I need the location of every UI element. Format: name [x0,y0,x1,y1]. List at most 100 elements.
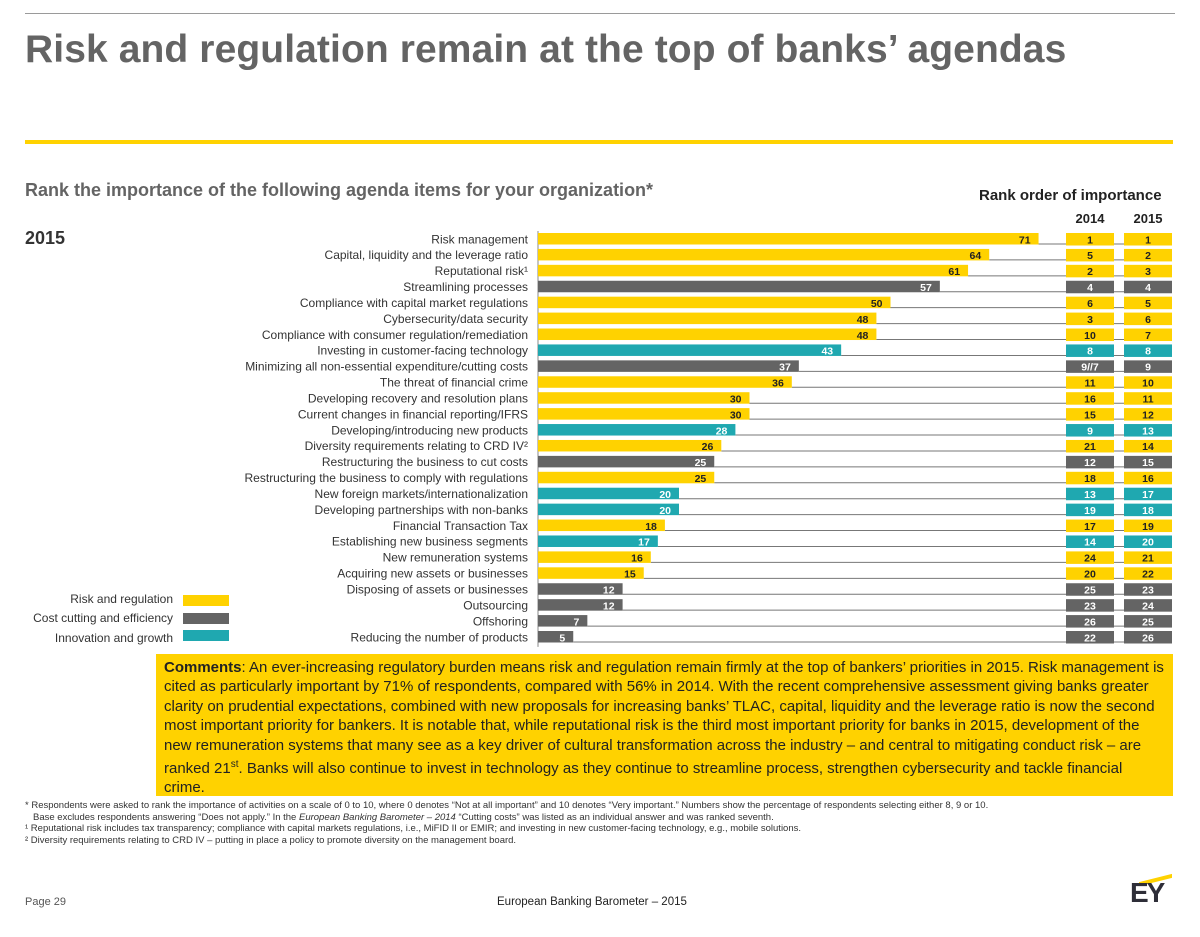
rank-2015: 15 [1142,457,1154,469]
rank-cell-2015 [1124,248,1172,262]
legend-swatch-innovation [183,630,229,641]
category-label: Financial Transaction Tax [393,519,528,533]
bar [538,424,736,436]
comments-superscript: st [230,759,239,771]
rank-cell-2014 [1066,551,1114,564]
rank-header-2015: 2015 [1133,211,1163,226]
rank-cell-2014 [1066,503,1114,517]
rank-cell-2014 [1066,312,1114,326]
bar [538,631,574,643]
rank-cell-2015 [1124,471,1172,485]
data-label: 26 [702,441,714,453]
rank-cell-2014 [1066,455,1114,469]
footnote-2-italic: European Banking Barometer – 2014 [298,811,456,823]
rank-cell-2015 [1124,328,1172,342]
rank-2014: 19 [1084,505,1096,517]
legend-label-risk: Risk and regulation [70,592,173,606]
bar [538,312,877,325]
rank-2015: 7 [1145,330,1151,342]
rank-cell-2015 [1124,535,1172,548]
data-label: 64 [970,250,982,262]
rank-cell-2015 [1124,360,1172,373]
bar [538,248,990,261]
category-label: Diversity requirements relating to CRD I… [305,439,528,453]
rank-cell-2015 [1124,583,1172,596]
data-label: 25 [695,473,707,485]
rank-2015: 21 [1142,553,1154,565]
page-title: Risk and regulation remain at the top of… [25,28,1067,71]
comments-text: : An ever-increasing regulatory burden m… [164,659,1164,778]
rank-2015: 12 [1142,409,1154,421]
data-label: 25 [695,457,707,469]
rank-2015: 2 [1145,250,1151,262]
data-label: 12 [603,584,615,596]
rank-2015: 16 [1142,473,1154,485]
category-label: Compliance with capital market regulatio… [300,296,528,310]
rank-2015: 22 [1142,569,1154,581]
data-label: 71 [1019,234,1031,246]
data-label: 36 [772,378,784,390]
category-label: Restructuring the business to comply wit… [245,471,528,485]
data-label: 28 [716,425,728,437]
rank-cell-2014 [1066,296,1114,310]
bar [538,296,891,309]
rank-2014: 1 [1087,234,1093,246]
rank-2014: 17 [1084,521,1096,533]
comments-label: Comments [164,659,242,676]
rank-cell-2015 [1124,615,1172,628]
data-label: 37 [779,362,791,374]
data-label: 15 [624,569,636,581]
rank-2015: 25 [1142,616,1154,628]
rank-2014: 15 [1084,409,1096,421]
rank-2015: 9 [1145,362,1151,374]
data-label: 16 [631,553,643,565]
rank-2014: 24 [1084,553,1096,565]
rank-2014: 9 [1087,425,1093,437]
rank-2014: 13 [1084,489,1096,501]
bar [538,344,842,356]
yellow-divider [25,140,1173,144]
rank-2015: 6 [1145,314,1151,326]
rank-cell-2015 [1124,631,1172,644]
data-label: 30 [730,393,742,405]
category-label: Minimizing all non-essential expenditure… [245,360,528,374]
rank-cell-2015 [1124,408,1172,421]
category-label: Disposing of assets or businesses [347,582,528,596]
data-label: 57 [920,282,932,294]
rank-2014: 12 [1084,457,1096,469]
bar [538,519,665,532]
category-label: Developing/introducing new products [331,423,528,437]
rank-cell-2015 [1124,599,1172,612]
data-label: 5 [559,632,565,644]
top-rule [25,13,1175,14]
rank-2015: 19 [1142,521,1154,533]
footnotes: * Respondents were asked to rank the imp… [25,800,1175,846]
bar [538,408,750,420]
rank-cell-2014 [1066,360,1114,373]
rank-2015: 23 [1142,584,1154,596]
rank-2015: 13 [1142,425,1154,437]
rank-2014: 10 [1084,330,1096,342]
data-label: 30 [730,409,742,421]
rank-cell-2014 [1066,583,1114,596]
rank-2015: 10 [1142,378,1154,390]
category-label: Establishing new business segments [332,535,528,549]
footnote-2: Base excludes respondents answering “Doe… [25,812,1175,824]
rank-cell-2015 [1124,503,1172,517]
ey-logo: EY [1130,877,1165,908]
rank-2014: 4 [1087,282,1093,294]
category-label: Current changes in financial reporting/I… [298,407,528,421]
rank-2015: 1 [1145,234,1151,246]
rank-2014: 18 [1084,473,1096,485]
rank-cell-2014 [1066,264,1114,278]
rank-cell-2015 [1124,455,1172,469]
rank-cell-2014 [1066,344,1114,357]
data-label: 61 [948,266,960,278]
footnote-2-start: Base excludes respondents answering “Doe… [33,811,299,823]
rank-cell-2014 [1066,376,1114,389]
data-label: 50 [871,298,883,310]
data-label: 18 [645,521,657,533]
rank-2014: 2 [1087,266,1093,278]
category-label: The threat of financial crime [380,376,528,390]
footnote-3: ¹ Reputational risk includes tax transpa… [25,823,802,835]
